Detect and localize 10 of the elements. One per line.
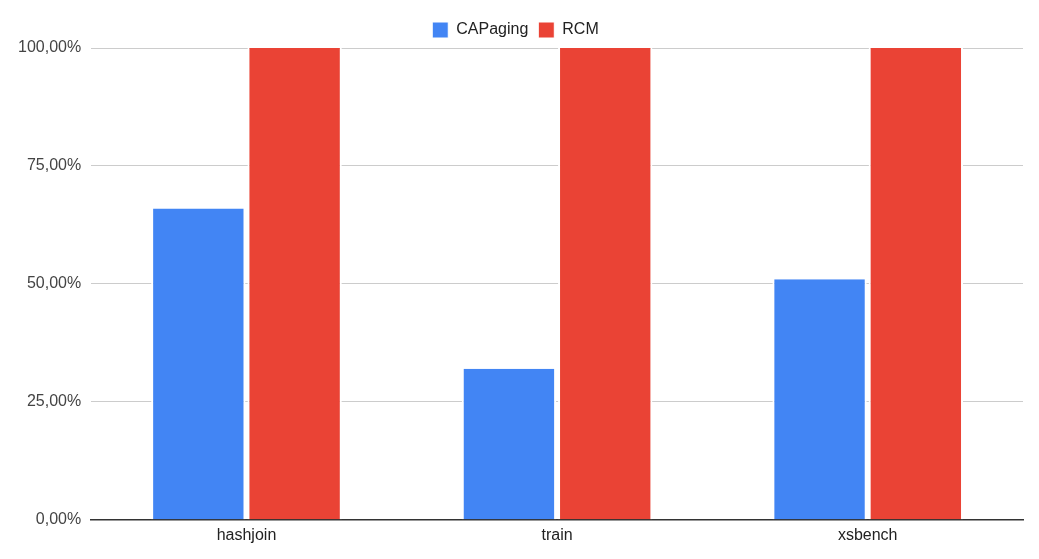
- y-tick-label: 0,00%: [35, 510, 82, 528]
- legend-label: CAPaging: [456, 20, 529, 38]
- x-tick-label: xsbench: [837, 525, 898, 543]
- x-tick-label: hashjoin: [216, 525, 277, 543]
- y-tick-label: 25,00%: [26, 392, 82, 410]
- x-tick-label: train: [541, 525, 573, 543]
- y-tick-label: 50,00%: [26, 274, 82, 292]
- y-tick-label: 75,00%: [26, 156, 82, 174]
- y-tick-label: 100,00%: [17, 38, 82, 56]
- legend-label: RCM: [562, 20, 599, 38]
